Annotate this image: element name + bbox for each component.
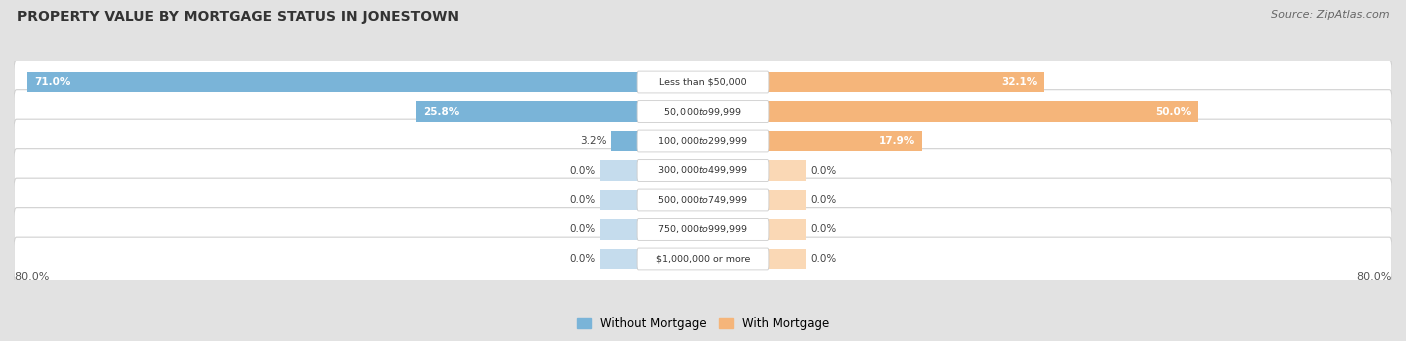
Text: 71.0%: 71.0% — [34, 77, 70, 87]
Text: 32.1%: 32.1% — [1001, 77, 1038, 87]
Text: 80.0%: 80.0% — [1357, 272, 1392, 282]
FancyBboxPatch shape — [637, 248, 769, 270]
Bar — [768, 220, 807, 239]
Bar — [768, 249, 807, 269]
FancyBboxPatch shape — [637, 160, 769, 181]
Text: PROPERTY VALUE BY MORTGAGE STATUS IN JONESTOWN: PROPERTY VALUE BY MORTGAGE STATUS IN JON… — [17, 10, 458, 24]
FancyBboxPatch shape — [14, 60, 1392, 104]
Bar — [768, 190, 807, 210]
Text: $750,000 to $999,999: $750,000 to $999,999 — [658, 223, 748, 236]
Bar — [768, 161, 807, 180]
Text: $300,000 to $499,999: $300,000 to $499,999 — [658, 164, 748, 177]
Legend: Without Mortgage, With Mortgage: Without Mortgage, With Mortgage — [572, 312, 834, 335]
Bar — [416, 102, 638, 121]
Text: $100,000 to $299,999: $100,000 to $299,999 — [658, 135, 748, 147]
Bar — [768, 131, 922, 151]
Text: Source: ZipAtlas.com: Source: ZipAtlas.com — [1271, 10, 1389, 20]
FancyBboxPatch shape — [14, 208, 1392, 251]
Text: 0.0%: 0.0% — [811, 224, 837, 235]
FancyBboxPatch shape — [637, 71, 769, 93]
Bar — [599, 249, 638, 269]
Text: 0.0%: 0.0% — [811, 195, 837, 205]
FancyBboxPatch shape — [14, 178, 1392, 222]
FancyBboxPatch shape — [637, 130, 769, 152]
Text: 3.2%: 3.2% — [581, 136, 606, 146]
Text: $1,000,000 or more: $1,000,000 or more — [655, 254, 751, 264]
Text: Less than $50,000: Less than $50,000 — [659, 77, 747, 87]
FancyBboxPatch shape — [14, 119, 1392, 163]
FancyBboxPatch shape — [637, 219, 769, 240]
Bar — [599, 161, 638, 180]
Bar — [768, 72, 1045, 92]
Text: 25.8%: 25.8% — [423, 106, 460, 117]
Bar — [610, 131, 638, 151]
Bar — [599, 190, 638, 210]
FancyBboxPatch shape — [637, 189, 769, 211]
FancyBboxPatch shape — [14, 149, 1392, 192]
Text: 50.0%: 50.0% — [1156, 106, 1191, 117]
Text: 0.0%: 0.0% — [569, 224, 595, 235]
Text: 17.9%: 17.9% — [879, 136, 915, 146]
Text: 0.0%: 0.0% — [569, 195, 595, 205]
FancyBboxPatch shape — [14, 90, 1392, 133]
FancyBboxPatch shape — [14, 237, 1392, 281]
Bar — [27, 72, 638, 92]
Text: $50,000 to $99,999: $50,000 to $99,999 — [664, 105, 742, 118]
Bar — [599, 220, 638, 239]
Bar — [768, 102, 1198, 121]
Text: $500,000 to $749,999: $500,000 to $749,999 — [658, 194, 748, 206]
FancyBboxPatch shape — [637, 101, 769, 122]
Text: 80.0%: 80.0% — [14, 272, 49, 282]
Text: 0.0%: 0.0% — [569, 254, 595, 264]
Text: 0.0%: 0.0% — [569, 165, 595, 176]
Text: 0.0%: 0.0% — [811, 254, 837, 264]
Text: 0.0%: 0.0% — [811, 165, 837, 176]
